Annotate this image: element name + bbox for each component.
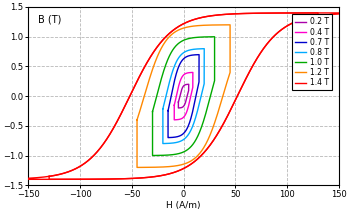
0.7 T: [197, 53, 201, 56]
0.2 T: [177, 96, 182, 99]
0.2 T: [180, 106, 184, 109]
0.7 T: [180, 134, 184, 136]
0.2 T: [177, 107, 181, 109]
Line: 0.8 T: 0.8 T: [163, 49, 204, 144]
Text: B (T): B (T): [38, 14, 61, 24]
1.4 T: [316, 12, 320, 14]
1.0 T: [150, 154, 155, 157]
0.8 T: [202, 47, 206, 50]
0.2 T: [176, 107, 181, 109]
0.2 T: [176, 101, 181, 103]
Line: 1.4 T: 1.4 T: [49, 13, 318, 179]
Line: 0.4 T: 0.4 T: [174, 72, 193, 120]
0.7 T: [177, 135, 181, 137]
0.7 T: [166, 109, 170, 112]
1.2 T: [135, 119, 139, 121]
0.4 T: [180, 117, 184, 119]
1.0 T: [164, 154, 169, 156]
1.0 T: [156, 154, 161, 157]
1.2 T: [135, 119, 139, 121]
0.7 T: [173, 136, 177, 138]
X-axis label: H (A/m): H (A/m): [166, 200, 201, 210]
0.8 T: [179, 140, 183, 142]
0.4 T: [174, 118, 178, 121]
1.2 T: [173, 31, 177, 33]
Line: 0.2 T: 0.2 T: [178, 84, 189, 108]
Line: 1.2 T: 1.2 T: [137, 25, 230, 167]
1.0 T: [158, 82, 162, 84]
1.4 T: [72, 178, 77, 181]
0.7 T: [169, 136, 173, 139]
0.4 T: [191, 71, 195, 74]
1.0 T: [173, 153, 177, 155]
1.2 T: [135, 166, 139, 169]
0.2 T: [178, 106, 183, 109]
1.2 T: [176, 164, 180, 167]
0.8 T: [161, 142, 165, 145]
1.4 T: [47, 175, 51, 178]
1.0 T: [150, 110, 155, 113]
0.4 T: [180, 76, 184, 79]
0.7 T: [178, 61, 183, 64]
1.2 T: [169, 165, 173, 168]
0.2 T: [181, 86, 185, 89]
1.4 T: [145, 176, 149, 179]
0.8 T: [164, 142, 169, 145]
0.8 T: [170, 142, 174, 144]
Line: 1.0 T: 1.0 T: [153, 37, 215, 155]
0.2 T: [187, 83, 191, 86]
1.2 T: [228, 24, 232, 26]
0.4 T: [172, 104, 176, 106]
0.8 T: [177, 55, 182, 58]
0.4 T: [172, 119, 176, 121]
Line: 0.7 T: 0.7 T: [168, 55, 199, 138]
0.4 T: [179, 118, 183, 120]
0.7 T: [166, 109, 170, 112]
1.0 T: [212, 36, 217, 38]
1.4 T: [156, 44, 161, 46]
0.8 T: [161, 108, 165, 110]
1.2 T: [156, 166, 160, 168]
0.4 T: [174, 94, 179, 96]
1.0 T: [176, 43, 180, 45]
0.8 T: [161, 108, 165, 110]
0.7 T: [170, 92, 174, 94]
1.4 T: [47, 175, 51, 178]
1.2 T: [146, 81, 150, 83]
Legend: 0.2 T, 0.4 T, 0.7 T, 0.8 T, 1.0 T, 1.2 T, 1.4 T: 0.2 T, 0.4 T, 0.7 T, 0.8 T, 1.0 T, 1.2 T…: [292, 14, 332, 90]
0.8 T: [176, 141, 180, 143]
0.4 T: [172, 104, 176, 106]
1.2 T: [144, 166, 148, 169]
0.4 T: [176, 118, 181, 121]
0.2 T: [176, 101, 181, 103]
0.2 T: [181, 106, 185, 108]
1.4 T: [80, 164, 84, 166]
1.4 T: [47, 178, 51, 181]
1.4 T: [165, 173, 169, 176]
1.0 T: [150, 110, 155, 113]
1.0 T: [178, 152, 182, 155]
1.4 T: [108, 178, 113, 180]
0.8 T: [166, 87, 170, 89]
0.7 T: [166, 136, 170, 139]
